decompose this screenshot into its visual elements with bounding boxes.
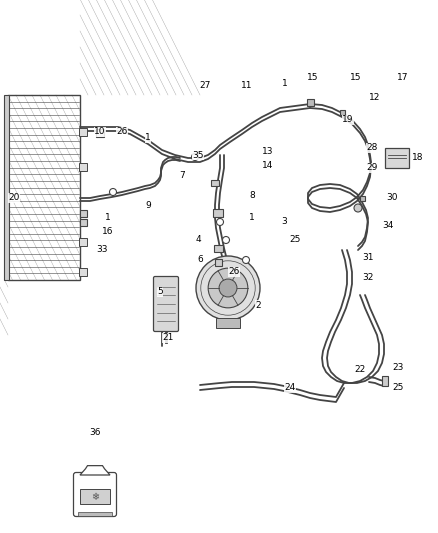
Text: ❄: ❄ bbox=[91, 492, 99, 502]
Text: 34: 34 bbox=[382, 221, 394, 230]
Text: 15: 15 bbox=[307, 74, 319, 83]
Text: 33: 33 bbox=[96, 246, 108, 254]
FancyBboxPatch shape bbox=[153, 277, 179, 332]
Text: 2: 2 bbox=[255, 301, 261, 310]
Text: 23: 23 bbox=[392, 364, 404, 373]
Text: 28: 28 bbox=[366, 143, 378, 152]
Bar bbox=[213, 245, 223, 252]
Polygon shape bbox=[80, 466, 110, 475]
Bar bbox=[80, 489, 110, 504]
Text: 32: 32 bbox=[362, 273, 374, 282]
Bar bbox=[307, 99, 314, 106]
Bar bbox=[360, 196, 364, 200]
Text: 18: 18 bbox=[412, 154, 424, 163]
Text: 3: 3 bbox=[281, 217, 287, 227]
Bar bbox=[382, 376, 388, 386]
Bar bbox=[385, 148, 409, 168]
Text: 26: 26 bbox=[117, 127, 128, 136]
Bar bbox=[8, 95, 80, 280]
Text: 6: 6 bbox=[197, 255, 203, 264]
Text: 36: 36 bbox=[89, 428, 101, 437]
Bar bbox=[79, 238, 87, 246]
Bar bbox=[339, 109, 345, 115]
Text: 1: 1 bbox=[145, 133, 151, 142]
Text: 25: 25 bbox=[290, 236, 301, 245]
Bar bbox=[215, 259, 222, 265]
Text: 25: 25 bbox=[392, 384, 404, 392]
Bar bbox=[79, 128, 87, 136]
Text: 17: 17 bbox=[397, 74, 409, 83]
Text: 1: 1 bbox=[105, 214, 111, 222]
Circle shape bbox=[196, 256, 260, 320]
Bar bbox=[79, 163, 87, 171]
Text: 31: 31 bbox=[362, 254, 374, 262]
Text: 1: 1 bbox=[282, 78, 288, 87]
Text: 27: 27 bbox=[199, 80, 211, 90]
Circle shape bbox=[110, 189, 117, 196]
Bar bbox=[79, 268, 87, 276]
Bar bbox=[216, 318, 240, 328]
Circle shape bbox=[243, 256, 250, 263]
Text: 22: 22 bbox=[354, 366, 366, 375]
Text: 24: 24 bbox=[284, 384, 296, 392]
Bar bbox=[213, 209, 223, 217]
Text: 10: 10 bbox=[94, 127, 106, 136]
Text: 15: 15 bbox=[350, 74, 362, 83]
Text: 35: 35 bbox=[192, 150, 204, 159]
Text: 14: 14 bbox=[262, 160, 274, 169]
Text: 29: 29 bbox=[366, 164, 378, 173]
Bar bbox=[78, 512, 112, 516]
Text: 1: 1 bbox=[249, 214, 255, 222]
Text: 26: 26 bbox=[228, 268, 240, 277]
Text: 21: 21 bbox=[162, 334, 174, 343]
Circle shape bbox=[354, 204, 362, 212]
Circle shape bbox=[191, 154, 198, 160]
Text: 5: 5 bbox=[157, 287, 163, 296]
Text: 4: 4 bbox=[195, 236, 201, 245]
Text: 16: 16 bbox=[102, 228, 114, 237]
Circle shape bbox=[208, 268, 248, 308]
Text: 9: 9 bbox=[145, 200, 151, 209]
Text: 8: 8 bbox=[249, 190, 255, 199]
Circle shape bbox=[219, 279, 237, 297]
Bar bbox=[4, 95, 9, 280]
Circle shape bbox=[216, 219, 223, 225]
Text: 7: 7 bbox=[179, 171, 185, 180]
Text: 30: 30 bbox=[386, 193, 398, 203]
Bar bbox=[80, 209, 86, 216]
Text: 11: 11 bbox=[241, 80, 253, 90]
Bar bbox=[211, 180, 219, 186]
Text: 19: 19 bbox=[342, 116, 354, 125]
FancyBboxPatch shape bbox=[74, 472, 117, 516]
Bar bbox=[80, 219, 86, 225]
Circle shape bbox=[223, 237, 230, 244]
Text: 20: 20 bbox=[8, 193, 20, 203]
Bar bbox=[96, 129, 104, 137]
Text: 12: 12 bbox=[369, 93, 381, 102]
Text: 13: 13 bbox=[262, 148, 274, 157]
